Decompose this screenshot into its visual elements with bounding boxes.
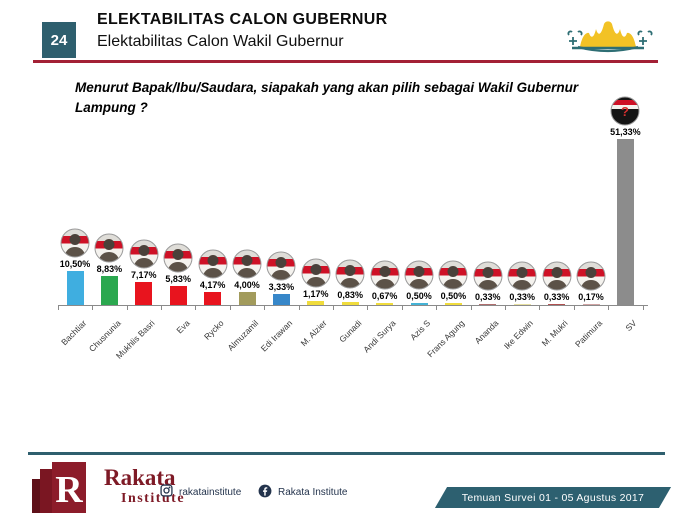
candidate-avatar (542, 261, 572, 291)
facebook-icon (258, 484, 272, 501)
slide-number: 24 (42, 22, 76, 58)
svg-text:?: ? (621, 104, 629, 119)
bar-value-label: 10,50% (59, 259, 91, 270)
bar-rycko (204, 291, 222, 305)
footer-divider (28, 452, 665, 455)
x-axis-tick (298, 306, 300, 310)
x-axis-tick (505, 306, 506, 310)
x-axis-tick (92, 306, 94, 310)
x-axis-tick (539, 306, 541, 310)
survey-question: Menurut Bapak/Ibu/Saudara, siapakah yang… (75, 78, 675, 119)
header-divider (33, 60, 658, 63)
candidate-avatar (507, 261, 537, 291)
bar-value-label: 4,00% (234, 280, 260, 291)
facebook-name: Rakata Institute (278, 487, 348, 498)
bar-value-label: 0,33% (509, 291, 535, 302)
survey-question-line2: Lampung ? (75, 100, 148, 116)
bar-value-label: 0,50% (440, 291, 467, 302)
bar-andi-surya (376, 302, 394, 305)
bar-value-label: 0,50% (406, 291, 432, 302)
bar-value-label: 4,17% (199, 279, 226, 290)
x-axis-tick (333, 306, 334, 310)
x-axis-category-label: SV (623, 318, 639, 334)
bar-azis-s (410, 303, 428, 305)
unknown-candidate-avatar: ? (610, 96, 640, 126)
x-axis-tick (229, 306, 231, 310)
bar-value-label: 0,67% (371, 290, 398, 301)
candidate-avatar (163, 243, 193, 273)
candidate-avatar (232, 249, 262, 279)
candidate-avatar (60, 228, 90, 258)
candidate-avatar (473, 261, 503, 291)
brand-name: Rakata (104, 465, 176, 490)
x-axis-tick (57, 306, 59, 310)
bar-m-mukri (548, 303, 566, 305)
x-axis-line (58, 305, 648, 306)
x-axis-tick (264, 306, 266, 310)
bar-value-label: 3,33% (268, 282, 295, 293)
bar-value-label: 51,33% (610, 126, 641, 137)
x-axis-tick (573, 306, 575, 310)
bar-almuzamil (238, 292, 256, 305)
survey-period-banner: Temuan Survei 01 - 05 Agustus 2017 (434, 487, 672, 508)
bar-chusnunia (100, 276, 118, 305)
bar-value-label: 5,83% (165, 274, 191, 285)
x-axis-tick (608, 306, 610, 310)
candidate-avatar (370, 260, 400, 290)
bar-value-label: 7,17% (131, 269, 157, 280)
x-axis-tick (401, 306, 403, 310)
bar-m-alzier (307, 301, 325, 305)
page-subtitle: Elektabilitas Calon Wakil Gubernur (97, 33, 344, 50)
bar-bachtiar (66, 271, 84, 305)
bar-value-label: 0,33% (543, 291, 570, 302)
facebook-item: Rakata Institute (258, 484, 347, 501)
banner-text: Temuan Survei 01 - 05 Agustus 2017 (461, 491, 645, 504)
x-axis-tick (161, 306, 162, 310)
bar-gunadi (341, 302, 359, 305)
bar-patimura (582, 303, 600, 305)
x-axis-tick (195, 306, 197, 310)
candidate-avatar (404, 260, 434, 290)
bar-mukhlis-basri (135, 281, 153, 305)
instagram-icon (160, 484, 173, 500)
bar-frans-agung (444, 303, 462, 305)
x-axis-tick (642, 306, 644, 310)
candidate-avatar (438, 260, 468, 290)
candidate-avatar (301, 258, 331, 288)
bar-value-label: 0,83% (337, 290, 363, 301)
candidate-avatar (129, 239, 159, 269)
bar-value-label: 0,33% (475, 291, 501, 302)
rakata-logo-icon: R (30, 459, 102, 520)
instagram-handle: rakatainstitute (179, 486, 242, 498)
bar-sv (616, 138, 634, 305)
bar-eva (169, 286, 187, 305)
brand-sub: Institute (121, 491, 186, 506)
bar-chart: 10,50% Bachtiar 8,83% Chusnunia 7,17% (0, 90, 693, 390)
x-axis-tick (126, 306, 128, 310)
candidate-avatar (198, 249, 228, 279)
bar-value-label: 8,83% (96, 264, 123, 275)
bar-value-label: 1,17% (303, 289, 329, 300)
candidate-avatar (576, 261, 606, 291)
page-title: ELEKTABILITAS CALON GUBERNUR (97, 11, 388, 28)
survey-question-line1: Menurut Bapak/Ibu/Saudara, siapakah yang… (75, 80, 579, 95)
candidate-avatar (335, 259, 365, 289)
candidate-avatar (94, 233, 124, 263)
lampung-siger-crown-icon (558, 14, 658, 65)
x-axis-tick (470, 306, 472, 310)
bar-ike-edwin (513, 303, 531, 305)
rakata-wordmark: Rakata Institute (104, 466, 185, 506)
instagram-item: rakatainstitute (160, 484, 241, 500)
svg-text:R: R (55, 469, 83, 511)
bar-value-label: 0,17% (578, 291, 604, 302)
bar-edi-irawan (272, 294, 290, 305)
x-axis-tick (367, 306, 369, 310)
candidate-avatar (266, 251, 296, 281)
bar-ananda (479, 303, 497, 305)
x-axis-tick (436, 306, 438, 310)
